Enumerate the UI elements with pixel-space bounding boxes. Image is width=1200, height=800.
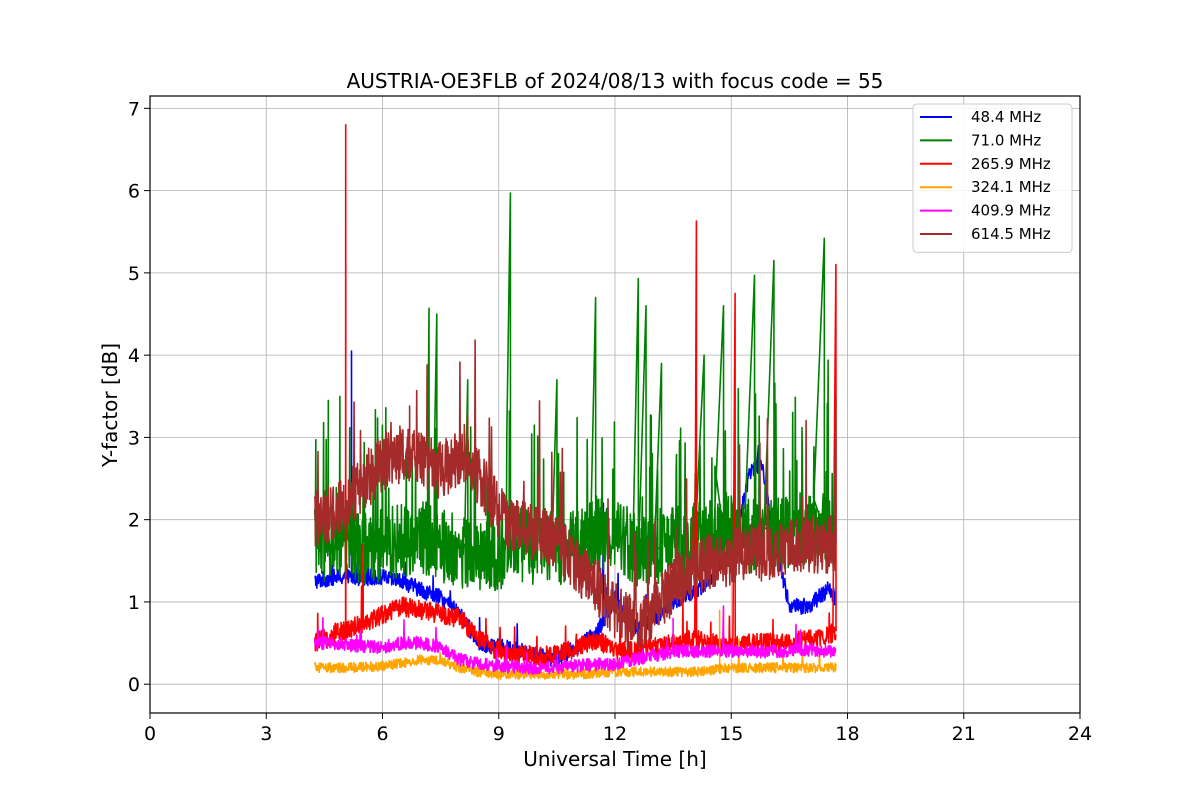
y-tick-label: 3 (128, 427, 140, 449)
series-line-265-9-mhz (313, 124, 837, 666)
y-tick-label: 2 (128, 510, 140, 532)
legend-label: 324.1 MHz (971, 178, 1051, 196)
series-line-71-0-mhz (313, 192, 837, 592)
x-tick-label: 24 (1068, 723, 1092, 745)
x-tick-label: 3 (260, 723, 272, 745)
y-tick-label: 6 (128, 181, 140, 203)
y-tick-label: 5 (128, 263, 140, 285)
legend-label: 71.0 MHz (971, 131, 1041, 149)
x-tick-label: 0 (144, 723, 156, 745)
x-tick-label: 6 (376, 723, 388, 745)
series-line-324-1-mhz (313, 609, 837, 680)
y-axis-label: Y-factor [dB] (98, 343, 122, 468)
legend-label: 614.5 MHz (971, 225, 1051, 243)
x-axis-label: Universal Time [h] (523, 747, 706, 771)
y-tick-label: 4 (128, 345, 140, 367)
x-tick-label: 18 (835, 723, 859, 745)
series-line-409-9-mhz (313, 605, 837, 675)
legend: 48.4 MHz 71.0 MHz 265.9 MHz 324.1 MHz 409.9 … (912, 103, 1073, 253)
x-tick-label: 21 (952, 723, 976, 745)
x-tick-label: 15 (719, 723, 743, 745)
x-tick-label: 12 (603, 723, 627, 745)
legend-label: 48.4 MHz (971, 108, 1041, 126)
plot-series (313, 124, 837, 680)
x-tick-label: 9 (493, 723, 505, 745)
legend-box (912, 103, 1073, 253)
y-tick-label: 7 (128, 98, 140, 120)
chart-title: AUSTRIA-OE3FLB of 2024/08/13 with focus … (347, 69, 884, 93)
legend-label: 265.9 MHz (971, 155, 1051, 173)
legend-label: 409.9 MHz (971, 202, 1051, 220)
y-tick-label: 0 (128, 674, 140, 696)
y-tick-label: 1 (128, 592, 140, 614)
series-line-614-5-mhz (313, 339, 837, 652)
